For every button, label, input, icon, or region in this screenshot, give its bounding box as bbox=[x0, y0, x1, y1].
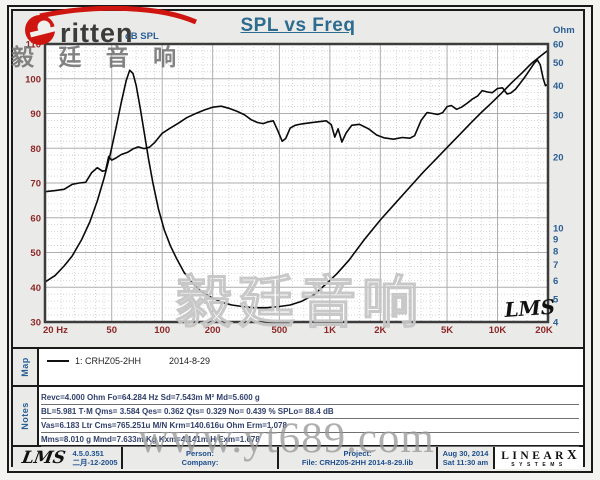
lms-logo: LMS bbox=[20, 447, 68, 468]
notes-line-4: Mms=8.010 g Mmd=7.633m Kg Kxm=4.141m H E… bbox=[41, 433, 579, 447]
axis-tick-label: 6 bbox=[553, 276, 558, 287]
axis-tick-label: 50 bbox=[106, 325, 117, 336]
axis-tick-label: 70 bbox=[30, 179, 41, 190]
spl-freq-chart: 1101009080706050403060504030201098765420… bbox=[25, 25, 575, 336]
axis-tick-label: 7 bbox=[553, 260, 558, 271]
tab-notes[interactable]: Notes bbox=[13, 387, 39, 445]
app-version-date: 二月-12-2005 bbox=[72, 458, 118, 467]
axis-tick-label: 10 bbox=[553, 223, 564, 234]
footer-date: Aug 30, 2014 bbox=[442, 449, 489, 458]
axis-tick-label: 4 bbox=[553, 318, 559, 329]
footer-time: Sat 11:30 am bbox=[442, 458, 489, 467]
notes-line-2: BL=5.981 T·M Qms= 3.584 Qes= 0.362 Qts= … bbox=[41, 405, 579, 419]
axis-tick-label: 20 bbox=[553, 152, 564, 163]
axis-tick-label: 80 bbox=[30, 144, 41, 155]
person-label: Person: bbox=[186, 449, 214, 458]
impedance-curve bbox=[44, 49, 549, 309]
axis-tick-label: 100 bbox=[25, 74, 41, 85]
notes-line-3: Vas=6.183 Ltr Cms=765.251u M/N Krm=140.6… bbox=[41, 419, 579, 433]
axis-tick-label: 60 bbox=[553, 40, 564, 51]
lms-chart-mark: LMS bbox=[503, 295, 556, 323]
axis-tick-label: 100 bbox=[154, 325, 170, 336]
map-panel: Map 1: CRHZ05-2HH 2014-8-29 bbox=[13, 347, 583, 385]
notes-lines: Revc=4.000 Ohm Fo=64.284 Hz Sd=7.543m M²… bbox=[41, 391, 579, 447]
axis-tick-label: 40 bbox=[30, 283, 41, 294]
axis-tick-label: 30 bbox=[553, 111, 564, 122]
axis-tick-label: 200 bbox=[205, 325, 221, 336]
legend-line-swatch bbox=[47, 360, 69, 362]
legend-date: 2014-8-29 bbox=[169, 356, 211, 366]
axis-tick-label: 5K bbox=[441, 325, 453, 336]
axis-tick-label: 50 bbox=[30, 248, 41, 259]
legend-label: 1: CRHZ05-2HH bbox=[75, 356, 142, 366]
axis-tick-label: 40 bbox=[553, 81, 564, 92]
footer-project-cell: Project: File: CRHZ05-2HH 2014-8-29.lib bbox=[279, 447, 438, 469]
notes-line-1: Revc=4.000 Ohm Fo=64.284 Hz Sd=7.543m M²… bbox=[41, 391, 579, 405]
file-label: File: CRHZ05-2HH 2014-8-29.lib bbox=[301, 458, 414, 467]
axis-tick-label: 60 bbox=[30, 213, 41, 224]
status-bar: LMS 4.5.0.351 二月-12-2005 Person: Company… bbox=[13, 445, 583, 469]
project-label: Project: bbox=[343, 449, 372, 458]
footer-person-cell: Person: Company: bbox=[123, 447, 279, 469]
spl-curve bbox=[44, 59, 549, 193]
axis-tick-label: 1K bbox=[324, 325, 336, 336]
axis-tick-label: 20K bbox=[535, 325, 553, 336]
tab-map[interactable]: Map bbox=[13, 349, 39, 385]
axis-tick-label: 50 bbox=[553, 58, 564, 69]
axis-tick-label: 9 bbox=[553, 234, 558, 245]
y-left-axis-label: dB SPL bbox=[125, 31, 159, 42]
company-label: Company: bbox=[181, 458, 219, 467]
axis-tick-label: 10K bbox=[489, 325, 507, 336]
app-version: 4.5.0.351 bbox=[72, 449, 104, 458]
axis-tick-label: 110 bbox=[26, 40, 41, 51]
axis-tick-label: 500 bbox=[271, 325, 287, 336]
plot-frame bbox=[43, 42, 550, 324]
inner-frame: SPL vs Freq ritten 毅 廷 音 响 110 100 90 80 70 6… bbox=[11, 5, 585, 469]
axis-tick-label: 2K bbox=[374, 325, 386, 336]
footer-lms-cell: LMS 4.5.0.351 二月-12-2005 bbox=[13, 447, 123, 469]
linearx-systems-text: SYSTEMS bbox=[511, 461, 567, 468]
outer-frame: SPL vs Freq ritten 毅 廷 音 响 110 100 90 80 70 6… bbox=[7, 5, 593, 473]
axis-tick-label: 5 bbox=[553, 295, 559, 306]
linearx-logo: LINEARX SYSTEMS bbox=[495, 447, 583, 469]
axis-tick-label: 20 Hz bbox=[43, 325, 68, 336]
chart-section: SPL vs Freq ritten 毅 廷 音 响 110 100 90 80 70 6… bbox=[11, 5, 583, 347]
axis-tick-label: 90 bbox=[30, 109, 41, 120]
legend-item[interactable]: 1: CRHZ05-2HH 2014-8-29 bbox=[47, 356, 210, 366]
axis-tick-label: 30 bbox=[30, 318, 41, 329]
footer-date-cell: Aug 30, 2014 Sat 11:30 am bbox=[438, 447, 495, 469]
page-title: SPL vs Freq bbox=[240, 15, 356, 36]
notes-panel: Notes Revc=4.000 Ohm Fo=64.284 Hz Sd=7.5… bbox=[13, 385, 583, 447]
axis-tick-label: 8 bbox=[553, 246, 558, 257]
y-right-axis-label: Ohm bbox=[553, 25, 575, 36]
